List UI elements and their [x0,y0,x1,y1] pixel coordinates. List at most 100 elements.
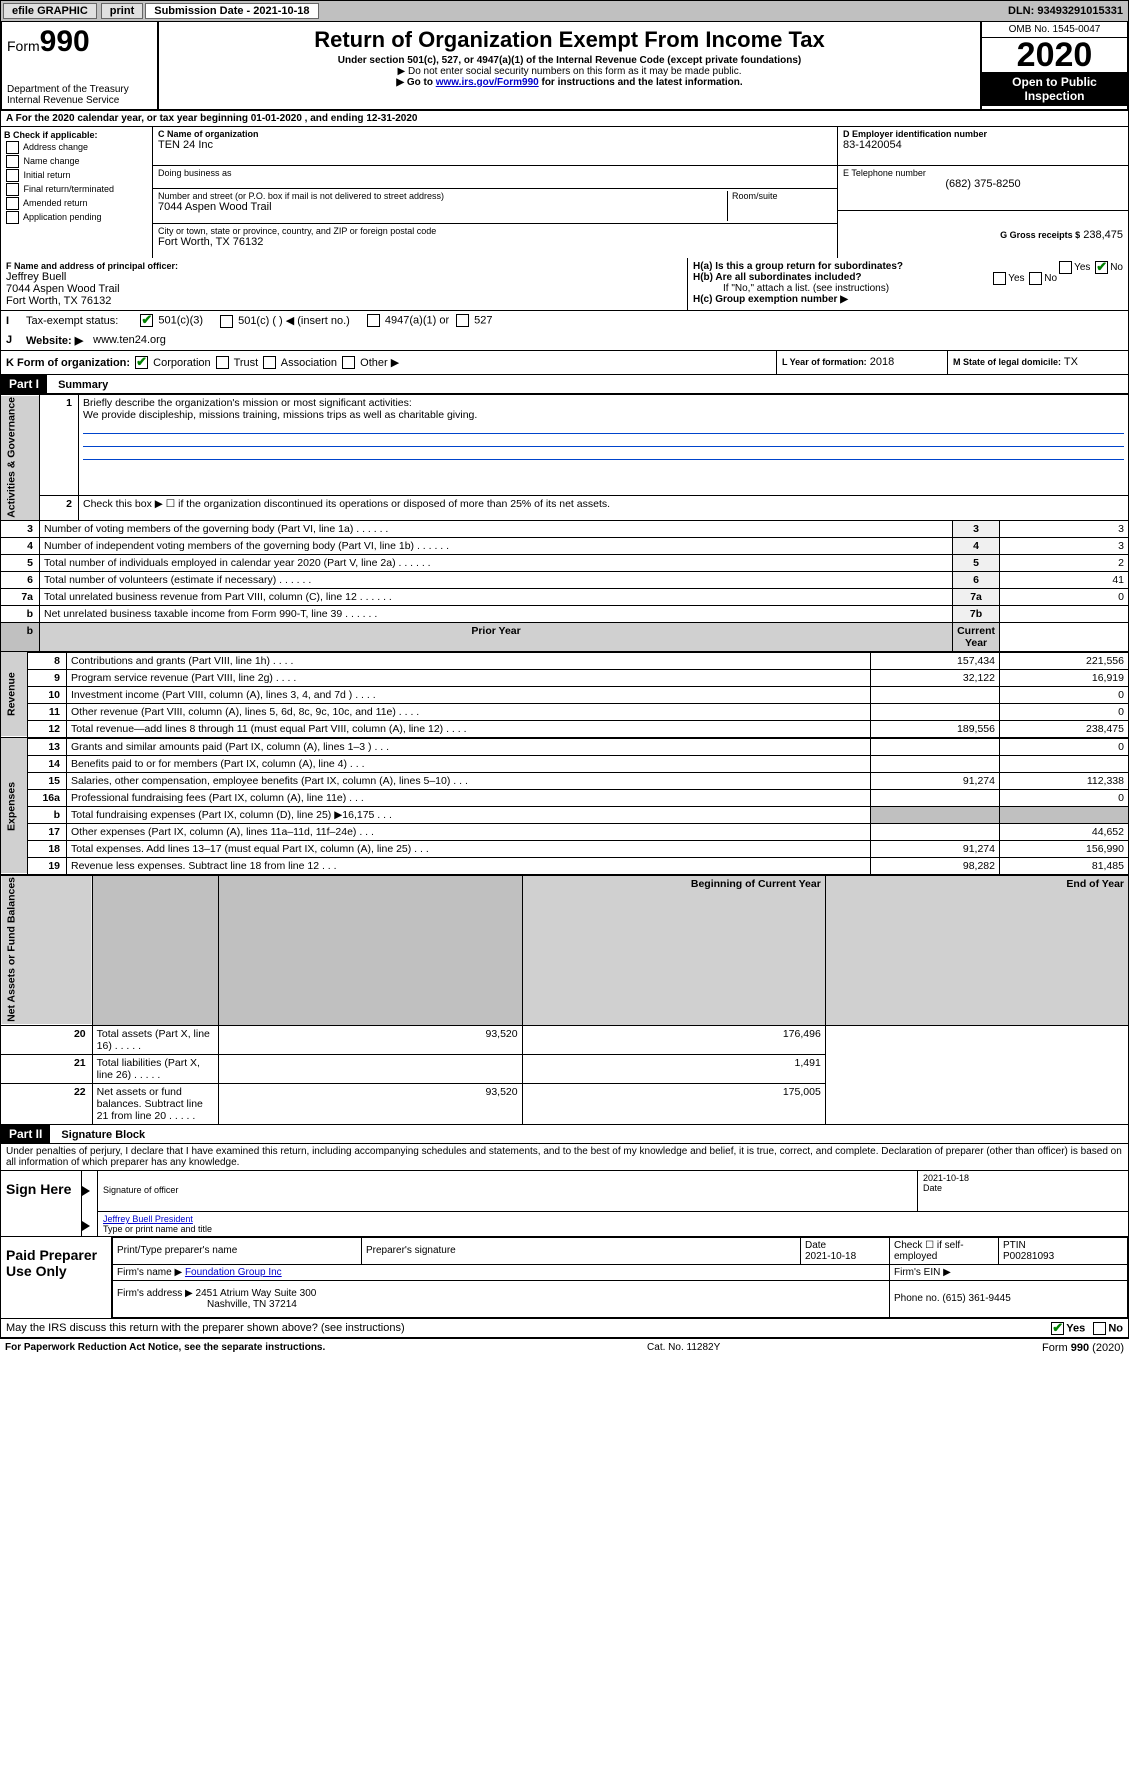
tax-year: 2020 [982,38,1127,72]
name-label: C Name of organization [158,129,832,139]
box-b-item: Address change [4,141,149,154]
part1-table: Activities & Governance 1 Briefly descri… [0,394,1129,652]
end-header: End of Year [825,875,1128,1025]
dln-number: DLN: 93493291015331 [1008,5,1128,17]
form-subtitle: Under section 501(c), 527, or 4947(a)(1)… [162,55,977,66]
footer-mid: Cat. No. 11282Y [647,1342,720,1354]
form-org-label: K Form of organization: [6,357,130,369]
sig-date: 2021-10-18 [923,1173,1123,1183]
current-header: Current Year [953,622,1000,651]
part2-bar: Part II Signature Block [0,1125,1129,1144]
dba-label: Doing business as [158,168,832,178]
type-name-label: Type or print name and title [103,1224,212,1234]
ein-value: 83-1420054 [843,139,1123,151]
box-b-item: Initial return [4,169,149,182]
firm-addr1: 2451 Atrium Way Suite 300 [196,1288,317,1299]
firm-ein-label: Firm's EIN ▶ [890,1264,1128,1280]
addr-label: Number and street (or P.O. box if mail i… [158,191,727,201]
trust-checkbox[interactable] [216,356,229,369]
net-label: Net Assets or Fund Balances [1,875,93,1025]
line1-label: Briefly describe the organization's miss… [83,397,412,409]
hb-yes-checkbox[interactable] [993,272,1006,285]
city-label: City or town, state or province, country… [158,226,832,236]
officer-name-link[interactable]: Jeffrey Buell President [103,1214,193,1224]
corp-checkbox[interactable] [135,356,148,369]
ha-yes-checkbox[interactable] [1059,261,1072,274]
501c3-checkbox[interactable] [140,314,153,327]
part1-title: Summary [50,379,108,391]
gross-value: 238,475 [1083,229,1123,241]
part2-header: Part II [1,1125,50,1143]
sign-here-block: Sign Here Signature of officer 2021-10-1… [0,1171,1129,1237]
state-value: TX [1064,356,1078,368]
section-i: I Tax-exempt status: 501(c)(3) 501(c) ( … [0,311,1129,331]
form-header: Form990 Department of the Treasury Inter… [0,22,1129,111]
hb-note: If "No," attach a list. (see instruction… [693,283,1123,294]
line2: Check this box ▶ ☐ if the organization d… [79,495,1129,520]
top-bar: efile GRAPHIC print Submission Date - 20… [0,0,1129,22]
footer-left: For Paperwork Reduction Act Notice, see … [5,1342,325,1354]
ptin-value: P00281093 [1003,1251,1054,1262]
org-name: TEN 24 Inc [158,139,832,151]
line1-text: We provide discipleship, missions traini… [83,409,477,421]
hb-label: H(b) Are all subordinates included? [693,272,862,283]
prep-phone-label: Phone no. [894,1293,940,1304]
prep-name-label: Print/Type preparer's name [113,1237,362,1264]
paid-preparer-block: Paid Preparer Use Only Print/Type prepar… [0,1237,1129,1319]
footer: For Paperwork Reduction Act Notice, see … [0,1338,1129,1357]
officer-addr2: Fort Worth, TX 76132 [6,295,682,307]
other-checkbox[interactable] [342,356,355,369]
527-checkbox[interactable] [456,314,469,327]
discuss-label: May the IRS discuss this return with the… [6,1322,405,1334]
checkbox[interactable] [6,155,19,168]
ssn-note: ▶ Do not enter social security numbers o… [162,66,977,77]
penalty-text: Under penalties of perjury, I declare th… [0,1144,1129,1171]
gross-label: G Gross receipts $ [1000,230,1080,240]
firm-addr-label: Firm's address ▶ [117,1288,193,1299]
checkbox[interactable] [6,141,19,154]
phone-label: E Telephone number [843,168,1123,178]
part1-header: Part I [1,375,47,393]
row-a-period: A For the 2020 calendar year, or tax yea… [0,111,1129,127]
form-prefix: Form [7,38,40,54]
checkbox[interactable] [6,169,19,182]
discuss-yes-checkbox[interactable] [1051,1322,1064,1335]
state-label: M State of legal domicile: [953,357,1061,367]
checkbox[interactable] [6,183,19,196]
officer-name: Jeffrey Buell [6,271,682,283]
form-title: Return of Organization Exempt From Incom… [162,27,977,53]
open-public-label: Open to Public Inspection [982,72,1127,106]
box-b-label: B Check if applicable: [4,130,149,140]
hc-label: H(c) Group exemption number ▶ [693,294,1123,305]
assoc-checkbox[interactable] [263,356,276,369]
check-self: Check ☐ if self-employed [890,1237,999,1264]
ein-label: D Employer identification number [843,129,1123,139]
sig-officer-label: Signature of officer [98,1171,917,1212]
checkbox[interactable] [6,197,19,210]
ptin-label: PTIN [1003,1240,1026,1251]
date-label: Date [923,1183,1123,1193]
firm-name-link[interactable]: Foundation Group Inc [185,1267,282,1278]
box-b-item: Name change [4,155,149,168]
officer-label: F Name and address of principal officer: [6,261,682,271]
revenue-table: Revenue8Contributions and grants (Part V… [0,652,1129,738]
ha-label: H(a) Is this a group return for subordin… [693,261,903,272]
ha-no-checkbox[interactable] [1095,261,1108,274]
street-address: 7044 Aspen Wood Trail [158,201,727,213]
paid-label: Paid Preparer Use Only [1,1237,112,1318]
irs-link[interactable]: www.irs.gov/Form990 [436,77,539,88]
website-label: Website: ▶ [26,334,83,347]
checkbox[interactable] [6,211,19,224]
501c-checkbox[interactable] [220,315,233,328]
discuss-no-checkbox[interactable] [1093,1322,1106,1335]
prep-date-label: Date [805,1240,826,1251]
arrow-icon [82,1186,90,1196]
part2-title: Signature Block [53,1129,145,1141]
4947-checkbox[interactable] [367,314,380,327]
goto-post: for instructions and the latest informat… [539,77,743,88]
print-button[interactable]: print [101,3,143,19]
hb-no-checkbox[interactable] [1029,272,1042,285]
city-state-zip: Fort Worth, TX 76132 [158,236,832,248]
year-value: 2018 [870,356,894,368]
goto-pre: ▶ Go to [396,77,435,88]
